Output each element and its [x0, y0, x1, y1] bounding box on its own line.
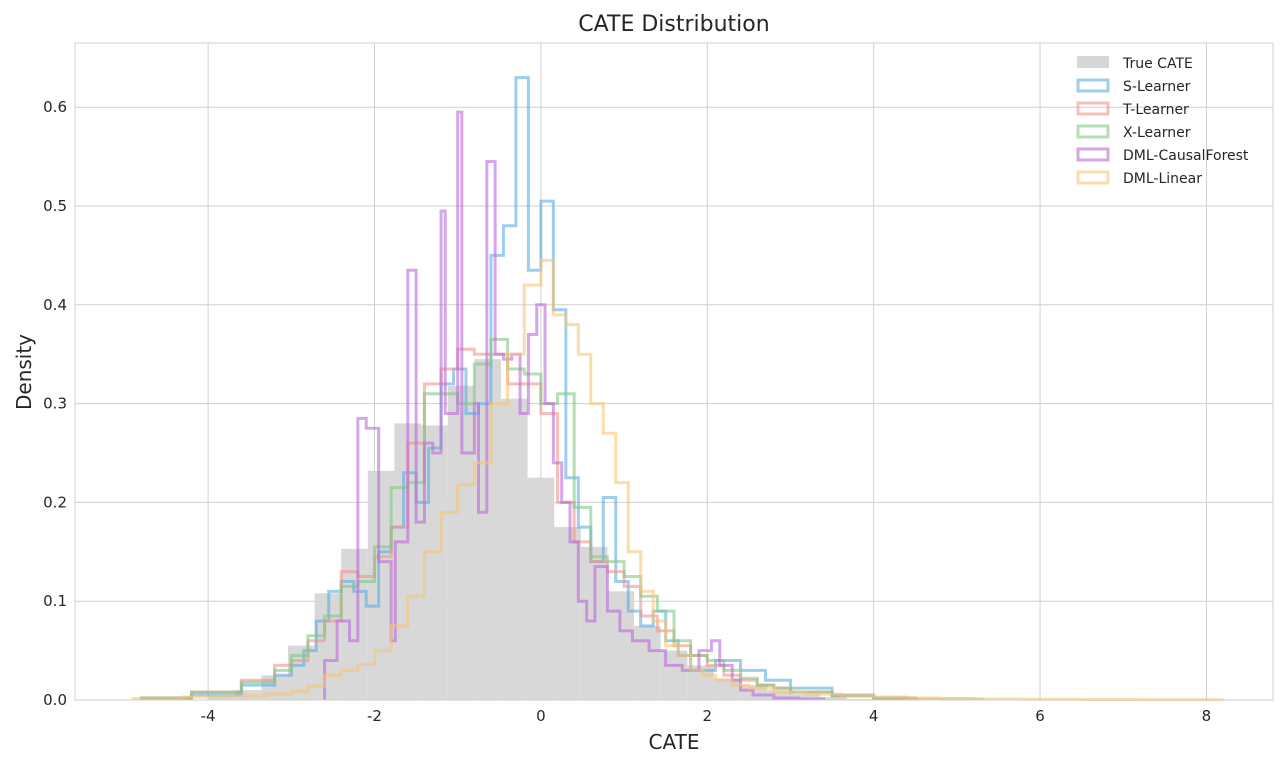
true-cate-bar	[793, 694, 821, 700]
x-tick-label: -2	[367, 707, 382, 725]
legend-label-true-cate: True CATE	[1122, 56, 1193, 72]
legend-swatch-x-learner	[1076, 124, 1110, 139]
plot-area	[131, 76, 1225, 702]
y-tick-label: 0.0	[43, 691, 67, 709]
true-cate-bar	[820, 697, 848, 700]
legend-label-dml-linear: DML-Linear	[1123, 171, 1202, 187]
x-axis-label: CATE	[649, 730, 700, 754]
legend-swatch-t-learner	[1076, 101, 1110, 116]
true-cate-bar	[341, 548, 368, 700]
true-cate-bar	[527, 477, 555, 700]
legend-swatch-dml-linear	[1076, 170, 1110, 185]
x-tick-label: 2	[703, 707, 713, 725]
x-tick-label: 6	[1035, 707, 1045, 725]
true-cate-bar	[500, 398, 528, 700]
tick-labels: -4 -2 0 2 4 6 8 0.0 0.1 0.2 0.3 0.4 0.5 0.6	[43, 98, 1211, 725]
legend-label-t-learner: T-Learner	[1122, 102, 1189, 118]
legend: True CATE S-Learner T-Learner X-Learner DML-…	[1076, 56, 1249, 187]
series-dml-linear-step	[131, 258, 1225, 702]
y-tick-label: 0.4	[43, 296, 67, 314]
plot-frame	[74, 42, 1274, 701]
x-tick-label: 0	[536, 707, 546, 725]
true-cate-bar	[767, 690, 794, 700]
series-dml-causalforest-step	[323, 110, 826, 701]
grid	[75, 43, 1273, 701]
y-tick-label: 0.3	[43, 395, 67, 413]
legend-swatch-dml-causalforest	[1076, 147, 1110, 162]
x-tick-label: -4	[201, 707, 216, 725]
true-cate-bar	[607, 591, 635, 700]
y-tick-label: 0.2	[43, 493, 67, 511]
y-tick-label: 0.1	[43, 592, 67, 610]
true-cate-bar	[554, 527, 581, 700]
legend-swatch-true-cate	[1077, 56, 1109, 68]
x-tick-label: 8	[1202, 707, 1212, 725]
true-cate-bar	[634, 625, 661, 700]
legend-label-x-learner: X-Learner	[1123, 125, 1191, 141]
chart-title: CATE Distribution	[578, 12, 769, 37]
y-axis-label: Density	[12, 334, 36, 410]
y-tick-label: 0.5	[43, 197, 67, 215]
x-tick-label: 4	[869, 707, 879, 725]
legend-swatch-s-learner	[1076, 78, 1110, 93]
series-x-learner-step	[140, 337, 984, 701]
y-tick-label: 0.6	[43, 98, 67, 116]
legend-label-dml-causalforest: DML-CausalForest	[1123, 148, 1249, 164]
legend-label-s-learner: S-Learner	[1123, 79, 1191, 95]
